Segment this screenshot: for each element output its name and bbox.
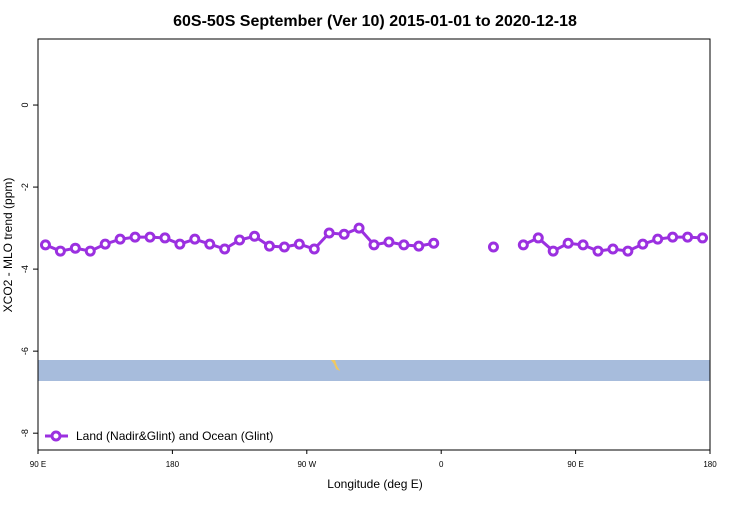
- point: [532, 232, 544, 244]
- point: [69, 242, 81, 254]
- x-axis-label: Longitude (deg E): [327, 477, 422, 491]
- legend-marker: [50, 430, 62, 442]
- point: [204, 238, 216, 250]
- legend-label: Land (Nadir&Glint) and Ocean (Glint): [76, 429, 273, 443]
- point: [487, 241, 499, 253]
- point: [622, 245, 634, 257]
- x-tick-label: 90 E: [30, 460, 46, 469]
- y-tick-label: -8: [20, 429, 30, 437]
- y-tick-label: -6: [20, 347, 30, 355]
- y-tick-label: -2: [20, 183, 30, 191]
- point: [323, 227, 335, 239]
- point: [54, 245, 66, 257]
- point: [383, 236, 395, 248]
- point: [234, 234, 246, 246]
- point: [592, 245, 604, 257]
- map-strip: [38, 360, 710, 381]
- point: [249, 230, 261, 242]
- point: [39, 239, 51, 251]
- y-tick-label: 0: [20, 103, 30, 108]
- point: [353, 222, 365, 234]
- point: [159, 232, 171, 244]
- x-tick-label: 180: [703, 460, 717, 469]
- plot-frame: [37, 38, 711, 451]
- y-axis-label: XCO2 - MLO trend (ppm): [1, 178, 15, 313]
- legend: Land (Nadir&Glint) and Ocean (Glint): [45, 429, 273, 443]
- x-tick-label: 0: [439, 460, 444, 469]
- point: [667, 231, 679, 243]
- land: [331, 360, 340, 371]
- point: [99, 238, 111, 250]
- point: [547, 245, 559, 257]
- point: [189, 233, 201, 245]
- point: [308, 243, 320, 255]
- point: [278, 241, 290, 253]
- point: [652, 233, 664, 245]
- point: [129, 231, 141, 243]
- point: [398, 239, 410, 251]
- point: [174, 238, 186, 250]
- point: [368, 239, 380, 251]
- y-tick-label: -4: [20, 265, 30, 273]
- chart-title: 60S-50S September (Ver 10) 2015-01-01 to…: [173, 13, 577, 30]
- x-tick-label: 90 W: [297, 460, 316, 469]
- x-tick-label: 90 E: [567, 460, 583, 469]
- point: [637, 238, 649, 250]
- point: [413, 240, 425, 252]
- point: [293, 238, 305, 250]
- point: [263, 240, 275, 252]
- point: [517, 239, 529, 251]
- point: [219, 243, 231, 255]
- point: [682, 231, 694, 243]
- point: [697, 232, 709, 244]
- x-tick-label: 180: [166, 460, 180, 469]
- point: [114, 233, 126, 245]
- point: [577, 239, 589, 251]
- point: [562, 237, 574, 249]
- point: [144, 231, 156, 243]
- point: [84, 245, 96, 257]
- point: [607, 243, 619, 255]
- point: [338, 228, 350, 240]
- point: [428, 237, 440, 249]
